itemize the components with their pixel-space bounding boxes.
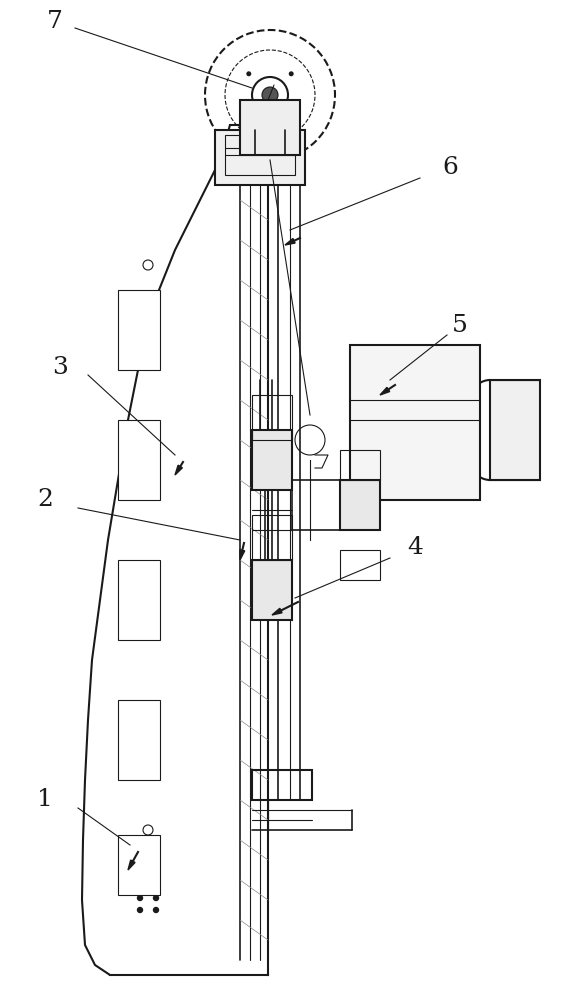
- Bar: [490, 380, 540, 480]
- Circle shape: [247, 114, 251, 119]
- Bar: [118, 290, 160, 370]
- Text: 6: 6: [442, 156, 458, 180]
- Circle shape: [289, 71, 294, 76]
- Polygon shape: [380, 387, 390, 395]
- Bar: [350, 345, 480, 500]
- Circle shape: [153, 908, 158, 912]
- Polygon shape: [128, 860, 135, 870]
- Bar: [118, 835, 160, 895]
- Bar: [225, 135, 295, 175]
- Polygon shape: [272, 608, 282, 615]
- Bar: [118, 560, 160, 640]
- Bar: [240, 100, 300, 155]
- Bar: [340, 480, 380, 530]
- Bar: [252, 395, 292, 440]
- Bar: [252, 770, 312, 800]
- Bar: [252, 430, 292, 490]
- Circle shape: [137, 896, 143, 900]
- Text: 4: 4: [407, 536, 423, 560]
- Polygon shape: [285, 239, 295, 245]
- Text: 5: 5: [452, 314, 468, 336]
- Circle shape: [247, 71, 251, 76]
- Circle shape: [137, 908, 143, 912]
- Bar: [252, 560, 292, 620]
- Circle shape: [262, 87, 278, 103]
- Polygon shape: [240, 550, 245, 560]
- Bar: [118, 700, 160, 780]
- Circle shape: [143, 825, 153, 835]
- Bar: [340, 450, 380, 480]
- Circle shape: [153, 896, 158, 900]
- Bar: [215, 130, 305, 185]
- Text: 2: 2: [37, 488, 53, 512]
- Text: 1: 1: [37, 788, 53, 812]
- Text: 7: 7: [47, 10, 63, 33]
- Circle shape: [143, 260, 153, 270]
- Circle shape: [289, 114, 294, 119]
- Polygon shape: [175, 465, 182, 475]
- Bar: [340, 550, 380, 580]
- Bar: [252, 515, 292, 560]
- Text: 3: 3: [52, 357, 68, 379]
- Bar: [118, 420, 160, 500]
